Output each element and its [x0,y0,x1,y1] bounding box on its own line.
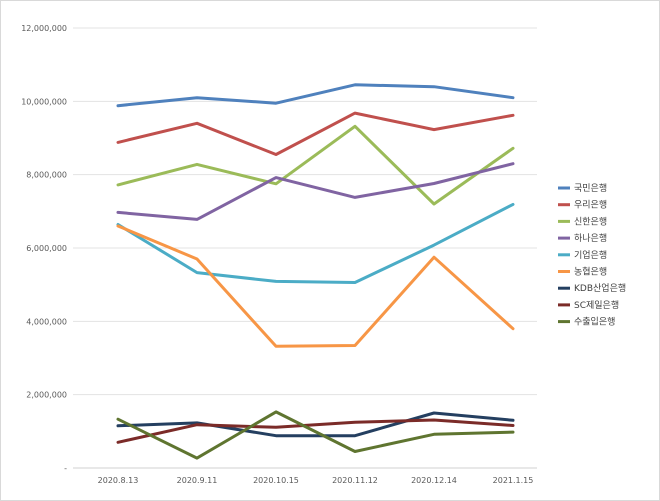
y-tick-label: - [64,464,67,473]
legend-label: 농협은행 [574,266,607,278]
series-line [116,83,515,108]
legend-label: 기업은행 [574,249,607,261]
y-tick-label: 4,000,000 [26,317,67,326]
series-line [116,418,515,444]
series-line [116,224,515,348]
legend-label: 우리은행 [574,199,607,211]
x-tick-label: 2020.9.11 [177,476,218,485]
series-line [116,411,515,438]
series-lines [116,83,515,460]
y-axis-tick-labels: - 2,000,000 4,000,000 6,000,000 8,000,000 10,… [21,24,67,473]
series-line [116,111,515,156]
y-tick-label: 8,000,000 [26,171,67,180]
x-tick-label: 2020.12.14 [411,476,457,485]
legend-label: KDB산업은행 [574,282,626,294]
x-tick-label: 2021.1.15 [493,476,534,485]
y-tick-label: 12,000,000 [21,24,67,33]
legend-label: SC제일은행 [574,299,619,311]
series-line [116,202,515,284]
x-tick-label: 2020.8.13 [98,476,139,485]
y-tick-label: 10,000,000 [21,97,67,106]
gridlines [73,27,537,469]
series-line [116,124,515,206]
x-axis-tick-labels: 2020.8.13 2020.9.11 2020.10.15 2020.11.12 20… [98,476,534,485]
y-tick-label: 6,000,000 [26,244,67,253]
x-tick-label: 2020.11.12 [332,476,378,485]
legend-label: 국민은행 [574,182,607,194]
legend-label: 하나은행 [574,232,607,244]
x-tick-label: 2020.10.15 [253,476,299,485]
legend-label: 신한은행 [574,215,607,227]
series-line [116,162,515,221]
legend-label: 수출입은행 [574,316,615,328]
series-line [116,410,515,460]
y-tick-label: 2,000,000 [26,391,67,400]
